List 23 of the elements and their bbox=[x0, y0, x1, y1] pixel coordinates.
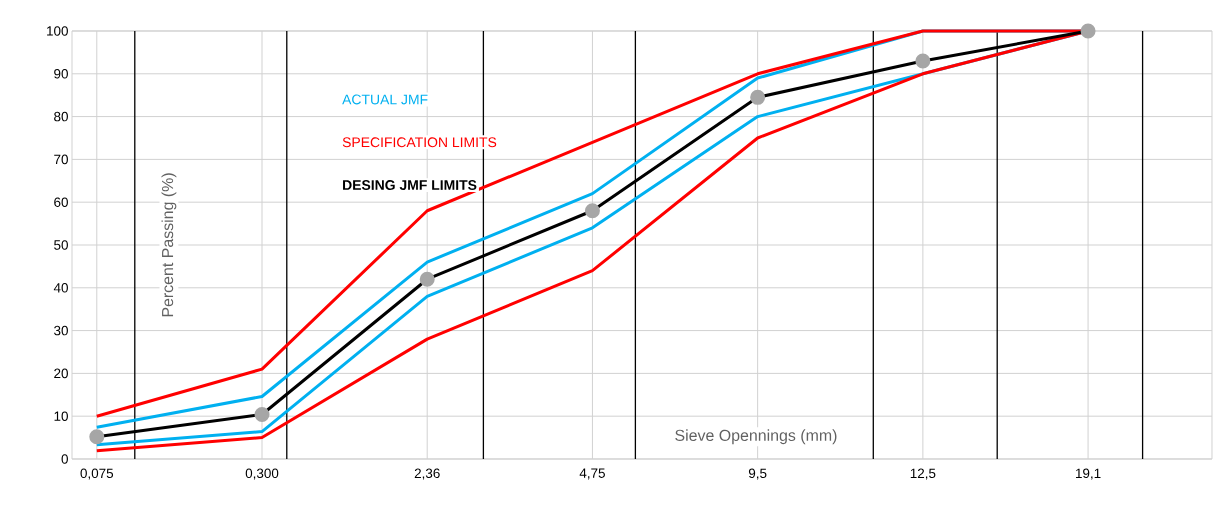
x-tick-label: 4,75 bbox=[579, 468, 605, 480]
text: DESING JMF LIMITS bbox=[343, 180, 477, 191]
text: ACTUAL JMF bbox=[342, 94, 428, 105]
x-tick-label: 0,075 bbox=[80, 468, 114, 480]
y-tick-label: 70 bbox=[54, 154, 68, 165]
y-tick-label: 10 bbox=[54, 411, 68, 421]
x-tick-label: 2,36 bbox=[414, 468, 440, 480]
y-tick-label: 50 bbox=[54, 240, 68, 250]
x-axis-title: Sieve Opennings (mm) bbox=[675, 429, 837, 445]
y-tick-label: 90 bbox=[54, 69, 68, 79]
x-tick-label: 12,5 bbox=[910, 468, 936, 480]
y-tick-label: 30 bbox=[54, 325, 68, 336]
x-tick-label: 9,5 bbox=[748, 468, 767, 480]
y-axis-title: Percent Passing (%) bbox=[161, 173, 177, 317]
y-tick-label: 20 bbox=[54, 368, 68, 379]
y-tick-label: 100 bbox=[47, 26, 68, 36]
y-tick-label: 0 bbox=[61, 454, 68, 464]
x-tick-label: 0,300 bbox=[245, 468, 279, 480]
text: SPECIFICATION LIMITS bbox=[342, 137, 497, 148]
y-tick-label: 60 bbox=[54, 197, 68, 207]
y-tick-label: 80 bbox=[54, 111, 68, 122]
x-tick-label: 19,1 bbox=[1076, 468, 1101, 480]
y-tick-label: 40 bbox=[53, 283, 68, 293]
